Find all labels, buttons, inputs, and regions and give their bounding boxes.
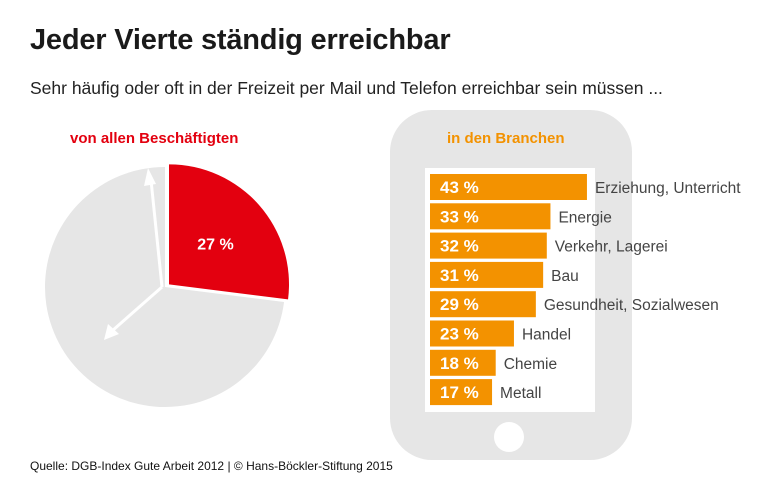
bar-value-label: 43 %	[440, 178, 479, 197]
bar	[430, 379, 493, 406]
bar-category-label: Metall	[500, 385, 541, 402]
bar-value-label: 23 %	[440, 325, 479, 344]
page-title: Jeder Vierte ständig erreichbar	[30, 24, 451, 56]
bar-category-label: Verkehr, Lagerei	[555, 239, 668, 256]
clock-hand-icon	[111, 285, 163, 333]
pie-slice-label: 27 %	[197, 236, 233, 253]
bar-category-label: Erziehung, Unterricht	[595, 180, 741, 197]
source-note: Quelle: DGB-Index Gute Arbeit 2012 | © H…	[30, 459, 393, 473]
pie-title: von allen Beschäftigten	[70, 130, 239, 147]
bar	[430, 261, 544, 288]
bar-chart: 43 % Erziehung, Unterricht 33 % Energie 32 %…	[430, 174, 741, 406]
bar-category-label: Chemie	[504, 356, 557, 373]
bar-title: in den Branchen	[447, 130, 565, 147]
pie-chart: 27 %	[45, 164, 290, 407]
bar	[430, 320, 514, 347]
bar	[430, 232, 547, 259]
bar-category-label: Gesundheit, Sozialwesen	[544, 297, 719, 314]
pie-slice	[45, 167, 285, 407]
clock-hand-arrowhead-icon	[104, 324, 119, 340]
bar-category-label: Bau	[551, 268, 579, 285]
subtitle: Sehr häufig oder oft in der Freizeit per…	[30, 78, 663, 98]
bar-value-label: 33 %	[440, 207, 479, 226]
bar	[430, 203, 551, 230]
bar-value-label: 32 %	[440, 237, 479, 256]
clock-hand-arrowhead-icon	[144, 168, 156, 186]
bar	[430, 349, 496, 376]
bar-value-label: 29 %	[440, 295, 479, 314]
bar-value-label: 31 %	[440, 266, 479, 285]
phone-home-button-icon	[494, 422, 524, 452]
bar-category-label: Handel	[522, 327, 571, 344]
clock-hand-icon	[149, 179, 164, 288]
bar-value-label: 18 %	[440, 354, 479, 373]
bar	[430, 291, 536, 318]
pie-slice	[169, 164, 290, 300]
bar-value-label: 17 %	[440, 383, 479, 402]
bar-category-label: Energie	[558, 209, 611, 226]
bar	[430, 174, 587, 200]
